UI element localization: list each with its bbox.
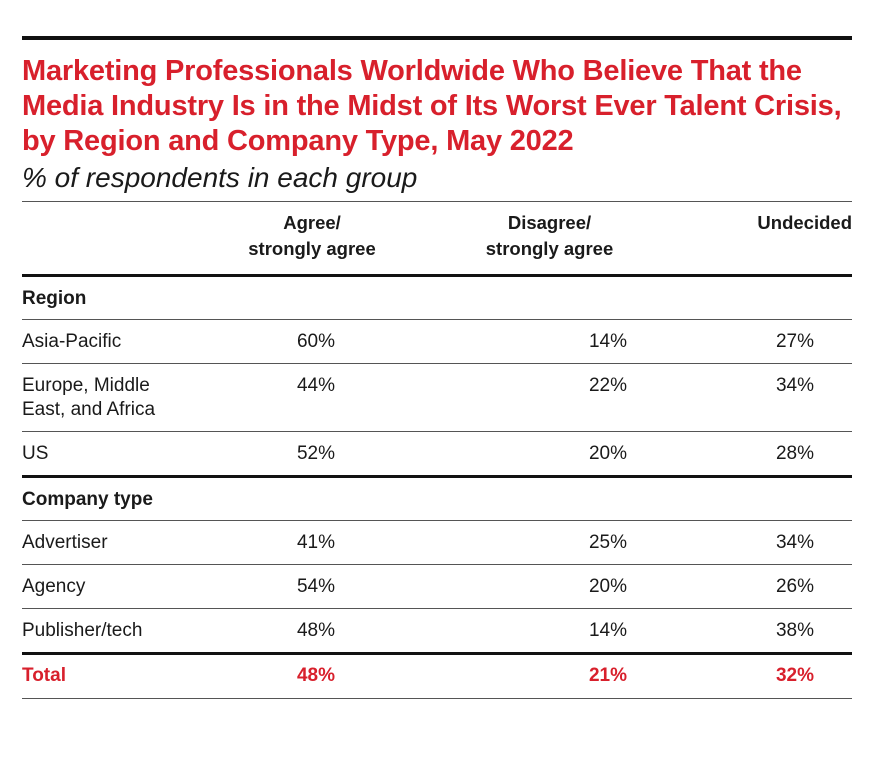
section-row-region: Region <box>22 276 852 320</box>
cell-agree: 41% <box>296 532 336 553</box>
cell-undecided: 38% <box>775 620 814 641</box>
section-row-company-type: Company type <box>22 476 852 521</box>
row-label: Agency <box>22 576 86 597</box>
cell-undecided: 34% <box>775 375 814 396</box>
total-disagree: 21% <box>588 665 627 686</box>
table-row: Publisher/tech 48% 14% 38% <box>22 609 852 654</box>
cell-disagree: 20% <box>588 576 627 597</box>
column-header-disagree: Disagree/ strongly agree <box>485 212 614 259</box>
cell-disagree: 14% <box>588 620 627 641</box>
header-row: Agree/ strongly agree Disagree/ strongly… <box>22 201 852 276</box>
total-label: Total <box>22 665 66 686</box>
cell-agree: 52% <box>296 443 336 464</box>
table-row: Advertiser 41% 25% 34% <box>22 521 852 565</box>
cell-disagree: 25% <box>588 532 627 553</box>
table-row: Agency 54% 20% 26% <box>22 565 852 609</box>
cell-disagree: 20% <box>588 443 627 464</box>
row-label: US <box>22 443 49 464</box>
top-rule <box>22 36 852 40</box>
cell-undecided: 27% <box>775 331 814 352</box>
row-label: Publisher/tech <box>22 620 143 641</box>
row-label: Advertiser <box>22 532 108 553</box>
cell-agree: 60% <box>296 331 336 352</box>
cell-undecided: 34% <box>775 532 814 553</box>
cell-undecided: 26% <box>775 576 814 597</box>
table-row: Asia-Pacific 60% 14% 27% <box>22 320 852 364</box>
section-label: Company type <box>22 489 153 510</box>
table-row: Europe, Middle East, and Africa 44% 22% … <box>22 364 852 432</box>
chart-title: Marketing Professionals Worldwide Who Be… <box>22 55 842 157</box>
section-label: Region <box>22 288 87 309</box>
total-undecided: 32% <box>775 665 814 686</box>
table-row: US 52% 20% 28% <box>22 432 852 477</box>
column-header-agree: Agree/ strongly agree <box>248 212 376 259</box>
header-label-cell <box>22 202 227 276</box>
cell-disagree: 22% <box>588 375 627 396</box>
chart-subtitle: % of respondents in each group <box>22 162 418 193</box>
cell-agree: 54% <box>296 576 336 597</box>
cell-disagree: 14% <box>588 331 627 352</box>
chart-table-container: Marketing Professionals Worldwide Who Be… <box>22 36 852 699</box>
total-agree: 48% <box>296 665 336 686</box>
total-row: Total 48% 21% 32% <box>22 653 852 699</box>
cell-agree: 44% <box>296 375 336 396</box>
column-header-undecided: Undecided <box>757 212 852 233</box>
cell-agree: 48% <box>296 620 336 641</box>
cell-undecided: 28% <box>775 443 814 464</box>
row-label: Asia-Pacific <box>22 331 122 352</box>
data-table: Agree/ strongly agree Disagree/ strongly… <box>22 201 852 699</box>
row-label: Europe, Middle East, and Africa <box>22 375 156 420</box>
